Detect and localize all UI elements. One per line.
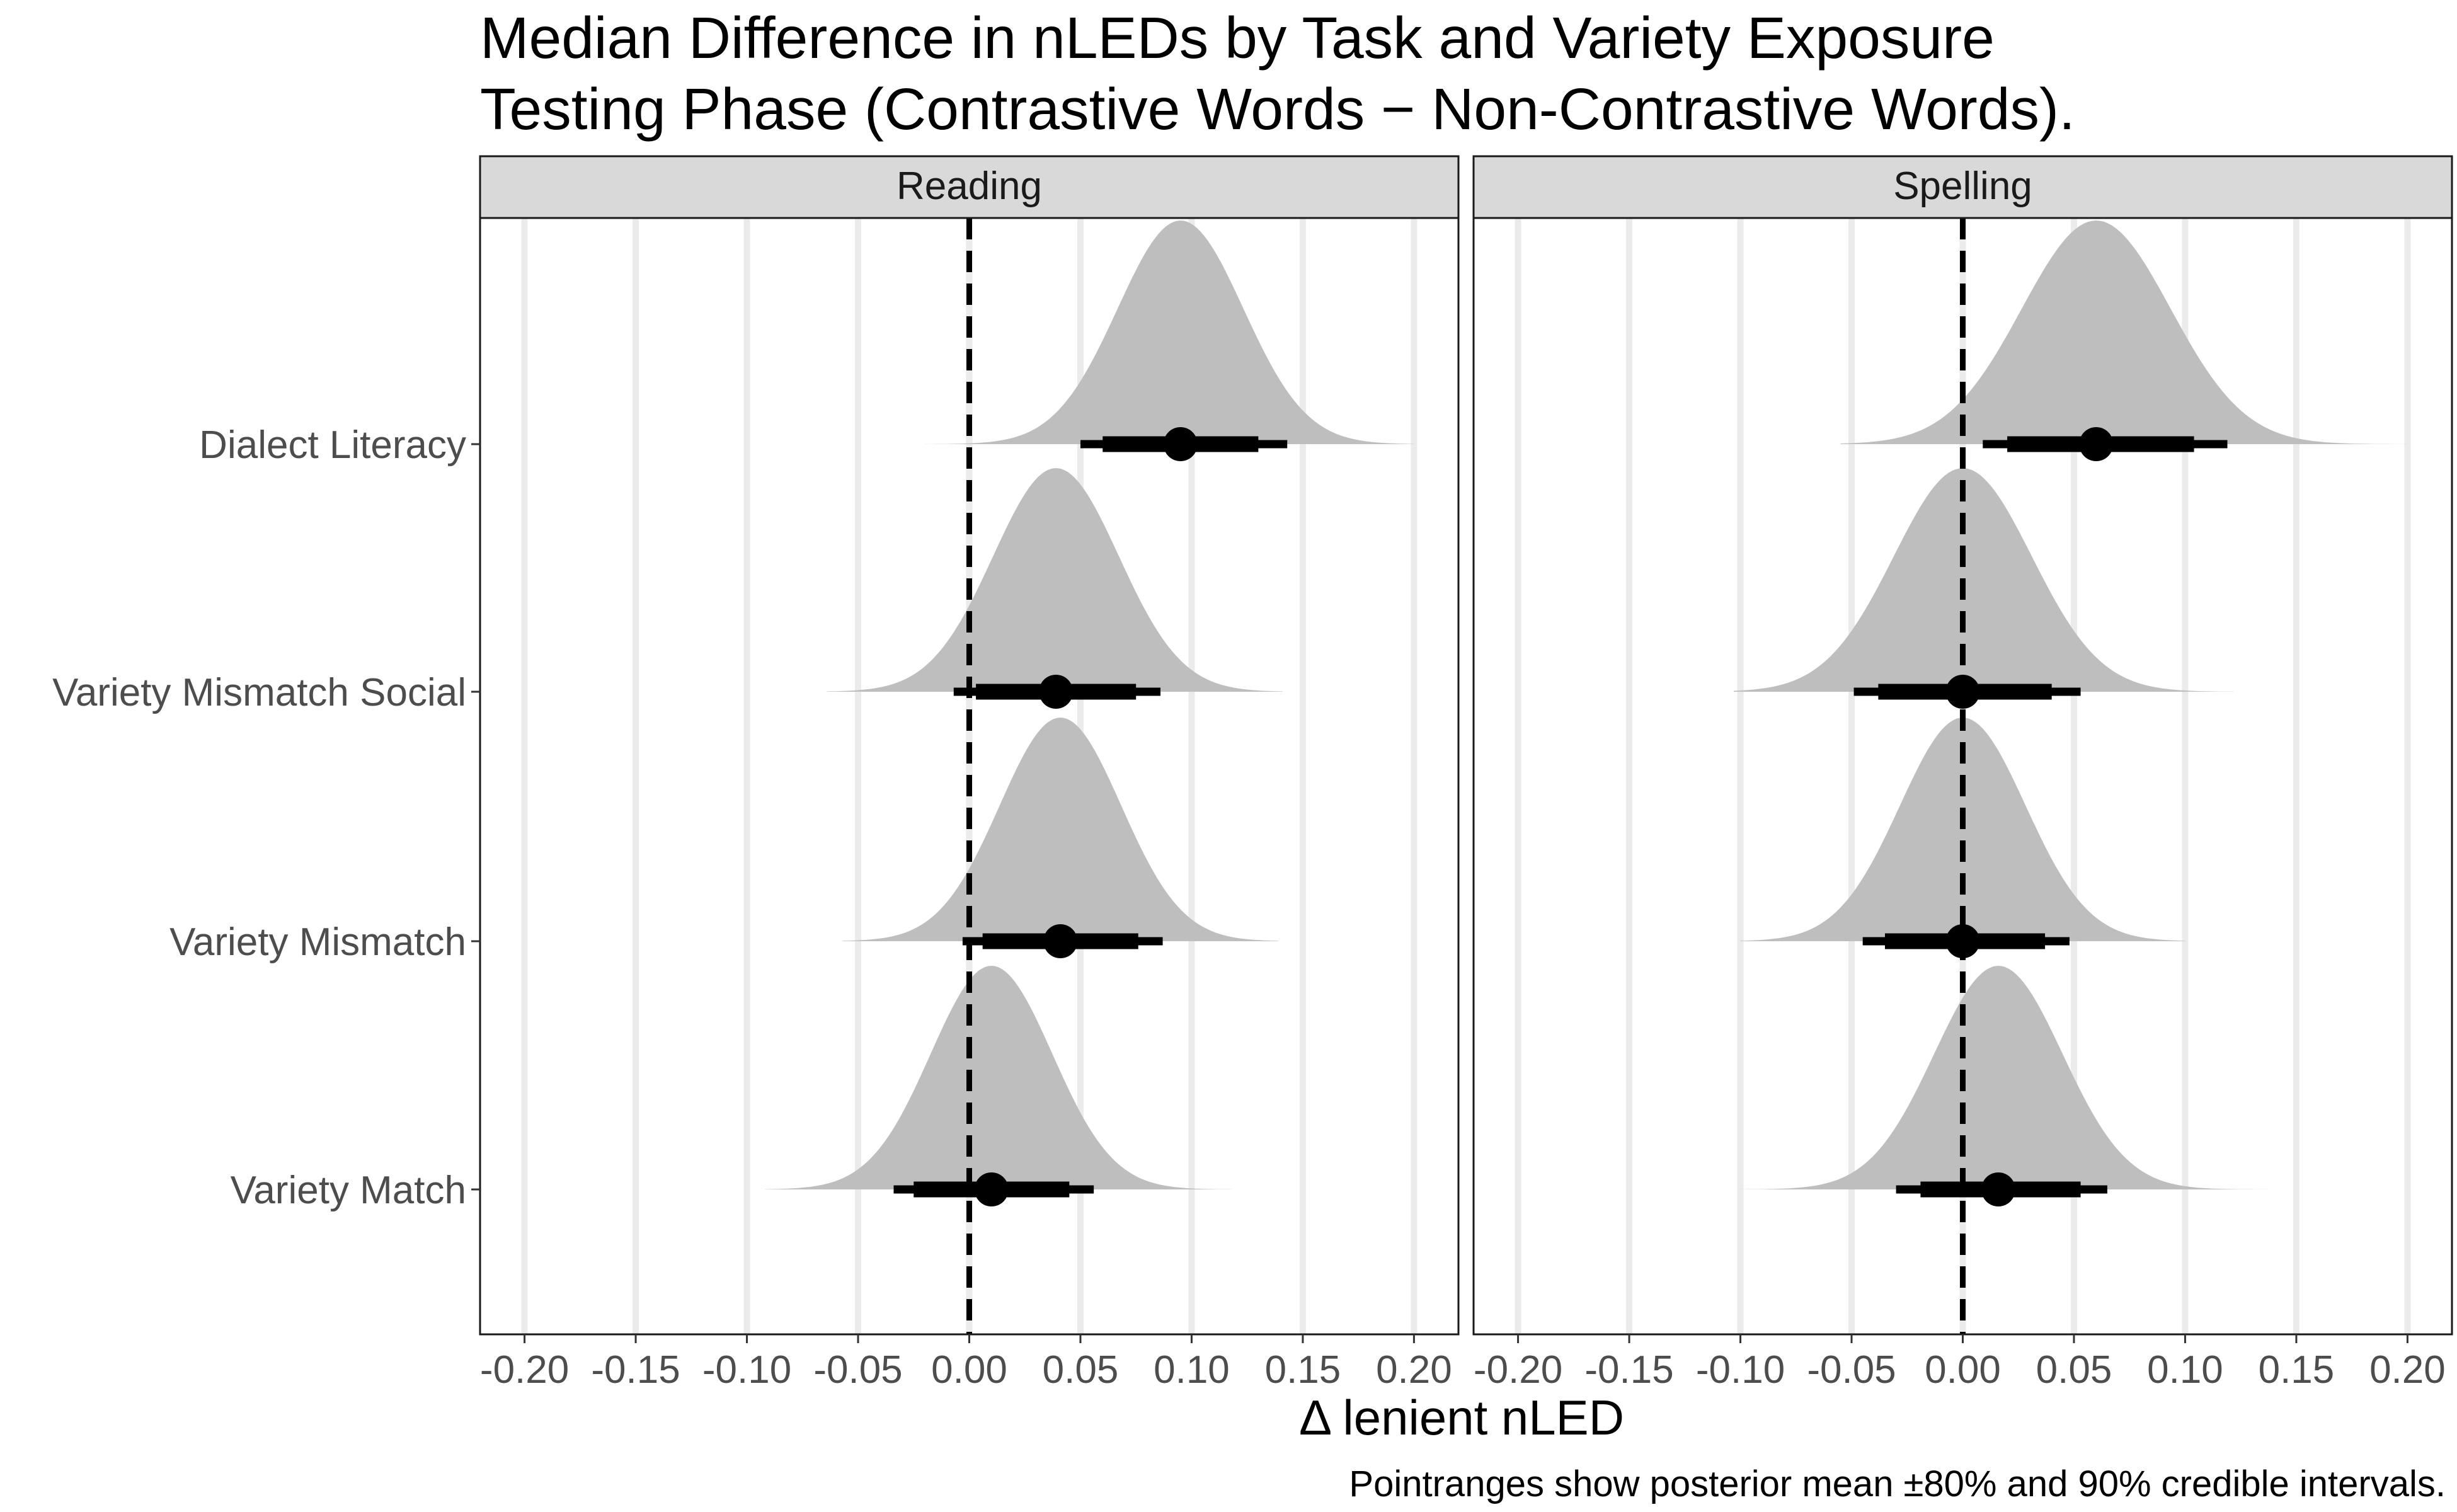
mean-point-reading-variety-mismatch — [1043, 924, 1078, 958]
mean-point-reading-dialect-literacy — [1163, 427, 1198, 461]
x-tick-label-spelling-0: -0.20 — [1474, 1348, 1562, 1392]
x-tick-label-reading-2: -0.10 — [702, 1348, 791, 1392]
y-axis: Variety Match Variety Mismatch Variety Mis… — [52, 423, 480, 1212]
x-tick-label-spelling-4: 0.00 — [1925, 1348, 2001, 1392]
chart-title-line-2: Testing Phase (Contrastive Words − Non-C… — [480, 76, 2075, 142]
panel-strip-label-spelling: Spelling — [1893, 164, 2032, 208]
panel-strip-label-reading: Reading — [896, 164, 1042, 208]
chart-title-line-1: Median Difference in nLEDs by Task and V… — [480, 5, 1995, 71]
mean-point-reading-variety-match — [974, 1172, 1009, 1206]
density-spelling-variety-mismatch-social — [1734, 468, 2235, 692]
x-tick-label-reading-7: 0.15 — [1265, 1348, 1341, 1392]
density-reading-variety-match — [764, 966, 1232, 1189]
x-axis-title: Δ lenient nLED — [1299, 1390, 1624, 1445]
panel-reading: Reading -0.20 -0.15 -0.10 -0.05 0.00 0.05 0.10 0… — [479, 155, 1460, 1392]
x-tick-label-reading-4: 0.00 — [931, 1348, 1007, 1392]
mean-point-spelling-dialect-literacy — [2079, 427, 2114, 461]
density-reading-variety-mismatch — [842, 718, 1279, 941]
density-reading-dialect-literacy — [924, 220, 1414, 444]
x-tick-label-spelling-6: 0.10 — [2147, 1348, 2223, 1392]
x-tick-label-spelling-5: 0.05 — [2036, 1348, 2112, 1392]
density-spelling-dialect-literacy — [1840, 220, 2408, 444]
chart-caption: Pointranges show posterior mean ±80% and… — [1349, 1463, 2446, 1504]
x-tick-label-reading-0: -0.20 — [480, 1348, 569, 1392]
x-tick-label-spelling-7: 0.15 — [2259, 1348, 2335, 1392]
x-tick-label-spelling-3: -0.05 — [1807, 1348, 1896, 1392]
x-tick-label-spelling-1: -0.15 — [1584, 1348, 1673, 1392]
panel-spelling: Spelling -0.20 -0.15 -0.10 -0.05 0.00 0.05 0.10… — [1472, 155, 2453, 1392]
density-spelling-variety-mismatch — [1740, 718, 2185, 941]
x-tick-label-reading-6: 0.10 — [1154, 1348, 1230, 1392]
panel-strip-reading — [479, 155, 1460, 219]
x-tick-label-reading-1: -0.15 — [591, 1348, 680, 1392]
y-tick-label-dialect-literacy: Dialect Literacy — [199, 423, 466, 467]
density-spelling-variety-match — [1740, 966, 2270, 1189]
chart-title: Median Difference in nLEDs by Task and V… — [480, 5, 2075, 142]
y-tick-label-variety-match: Variety Match — [231, 1169, 466, 1212]
x-tick-label-spelling-8: 0.20 — [2369, 1348, 2446, 1392]
x-tick-label-reading-5: 0.05 — [1043, 1348, 1119, 1392]
panels: Reading -0.20 -0.15 -0.10 -0.05 0.00 0.05 0.10 0… — [479, 155, 2453, 1392]
density-reading-variety-mismatch-social — [827, 468, 1283, 692]
y-tick-label-variety-mismatch-social: Variety Mismatch Social — [52, 671, 466, 714]
mean-point-spelling-variety-match — [1981, 1172, 2015, 1206]
mean-point-reading-variety-mismatch-social — [1039, 675, 1074, 709]
x-tick-label-reading-8: 0.20 — [1376, 1348, 1452, 1392]
x-tick-label-spelling-2: -0.10 — [1696, 1348, 1785, 1392]
x-tick-label-reading-3: -0.05 — [813, 1348, 902, 1392]
y-tick-label-variety-mismatch: Variety Mismatch — [169, 920, 466, 964]
